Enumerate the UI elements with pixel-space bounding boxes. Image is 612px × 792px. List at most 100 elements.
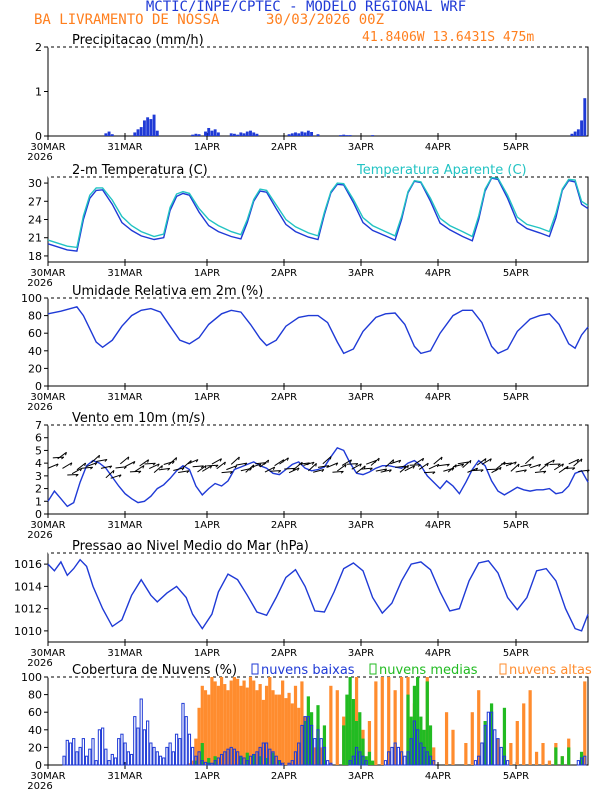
cloud-high-bar xyxy=(232,677,237,765)
cloud-low-bar xyxy=(197,751,201,766)
y-tick-label: 18 xyxy=(28,250,42,263)
wind-arrow xyxy=(505,461,517,467)
wind-arrow xyxy=(496,461,506,470)
y-tick-label: 1012 xyxy=(14,603,42,616)
wind-arrow xyxy=(472,469,484,472)
wind-arrow xyxy=(520,463,532,468)
cloud-low-bar xyxy=(245,760,249,766)
cloud-high-bar xyxy=(496,738,500,765)
wind-arrow-head xyxy=(152,462,156,466)
cloud-high-bar xyxy=(252,680,256,765)
cloud-high-bar xyxy=(264,685,269,765)
wind-arrow-head xyxy=(75,474,79,477)
cloud-low-bar xyxy=(123,742,127,766)
wind-arrow xyxy=(452,463,464,468)
wind-arrow-head xyxy=(224,461,226,466)
wind-arrow xyxy=(380,469,392,473)
cloud-low-bar xyxy=(107,760,111,766)
legend-swatch xyxy=(499,663,507,675)
cloud-high-bar xyxy=(387,677,391,765)
wind-arrow-head xyxy=(219,458,222,462)
wind-arrow-head xyxy=(278,470,282,473)
wind-arrow-head xyxy=(142,465,145,469)
precip-bar xyxy=(290,133,294,136)
cloud-high-bar xyxy=(239,685,243,765)
wind-line-0 xyxy=(47,447,589,508)
cloud-mid-bar xyxy=(412,685,417,765)
wind-arrow xyxy=(447,464,457,473)
cloud-high-bar xyxy=(226,690,230,765)
wind-arrow-head xyxy=(377,458,380,462)
wind-arrow-head xyxy=(344,464,347,468)
cloud-low-bar xyxy=(576,760,580,766)
cloud-low-bar xyxy=(393,742,397,766)
precip-bar xyxy=(155,130,159,136)
wind-arrow xyxy=(264,466,275,473)
cloud-high-bar xyxy=(319,747,323,765)
cloud-mid-bar xyxy=(406,694,410,765)
pressure-panel: 1010 1012 1014 1016 30MAR 31MAR 1APR 2APR 3APR 4A… xyxy=(14,539,589,669)
precip-bar xyxy=(300,131,304,136)
y-tick-label: 100 xyxy=(21,671,42,684)
cloud-low-bar xyxy=(248,755,253,766)
cloud-high-bar xyxy=(380,677,384,765)
precip-bar xyxy=(191,134,195,136)
cloud-low-bar xyxy=(226,748,230,766)
wind-arrow xyxy=(115,466,127,469)
cloud-mid-bar xyxy=(207,757,211,765)
legend-label: Temperatura Aparente (C) xyxy=(356,163,527,178)
x-tick-label: 3APR xyxy=(348,392,374,403)
precip-bar xyxy=(339,135,342,136)
wind-arrow-head xyxy=(229,471,233,474)
cloud-low-bar xyxy=(268,748,272,766)
cloud-low-bar xyxy=(422,746,426,766)
cloud-low-bar xyxy=(425,751,429,766)
precip-bar xyxy=(207,127,211,136)
cloud-mid-bar xyxy=(309,712,314,765)
wind-arrow-head xyxy=(446,463,450,467)
cloud-low-bar xyxy=(432,760,436,766)
wind-arrow xyxy=(269,470,281,472)
x-tick-label: 3APR xyxy=(348,771,374,782)
cloud-low-bar xyxy=(412,720,417,766)
cloud-low-bar xyxy=(313,738,317,766)
cloud-low-bar xyxy=(496,738,500,766)
cloud-high-bar xyxy=(223,684,227,765)
x-tick-label: 2APR xyxy=(271,520,297,531)
wind-arrow-head xyxy=(200,465,204,469)
cloud-low-bar xyxy=(309,724,314,766)
wind-arrow-head xyxy=(480,469,484,473)
wind-arrow-head xyxy=(576,459,580,463)
humidity-title: Umidade Relativa em 2m (%) xyxy=(72,284,263,299)
wind-arrow-head xyxy=(359,463,362,467)
wind-arrow xyxy=(81,466,93,469)
precip-bar xyxy=(249,130,252,136)
cloud-low-bar xyxy=(326,760,330,766)
wind-arrow xyxy=(245,464,255,473)
wind-arrow xyxy=(313,469,324,473)
y-tick-label: 0 xyxy=(35,130,42,143)
y-tick-label: 3 xyxy=(35,470,42,483)
precip-bar xyxy=(213,129,217,136)
cloud-low-bar xyxy=(62,755,66,766)
cloud-low-bar xyxy=(416,729,420,766)
cloud-low-bar xyxy=(207,762,211,766)
cloud-high-bar xyxy=(287,692,291,765)
wind-arrow-head xyxy=(469,460,472,464)
cloud-high-bar xyxy=(271,690,275,765)
cloud-mid-bar xyxy=(554,747,558,765)
cloud-low-bar xyxy=(229,746,233,766)
cloud-low-bar xyxy=(354,746,359,766)
cloud-mid-bar xyxy=(560,756,564,765)
cloud-mid-bar xyxy=(354,721,359,765)
wind-arrow xyxy=(178,470,190,473)
wind-arrow xyxy=(308,463,317,472)
wind-arrow xyxy=(303,461,315,466)
cloud-low-bar xyxy=(110,753,114,766)
wind-arrow xyxy=(418,462,429,470)
cloud-low-bar xyxy=(152,746,156,766)
wind-arrow xyxy=(553,463,564,471)
cloud-mid-bar xyxy=(303,721,307,765)
wind-arrow-head xyxy=(580,458,583,462)
wind-arrow-head xyxy=(546,463,549,467)
